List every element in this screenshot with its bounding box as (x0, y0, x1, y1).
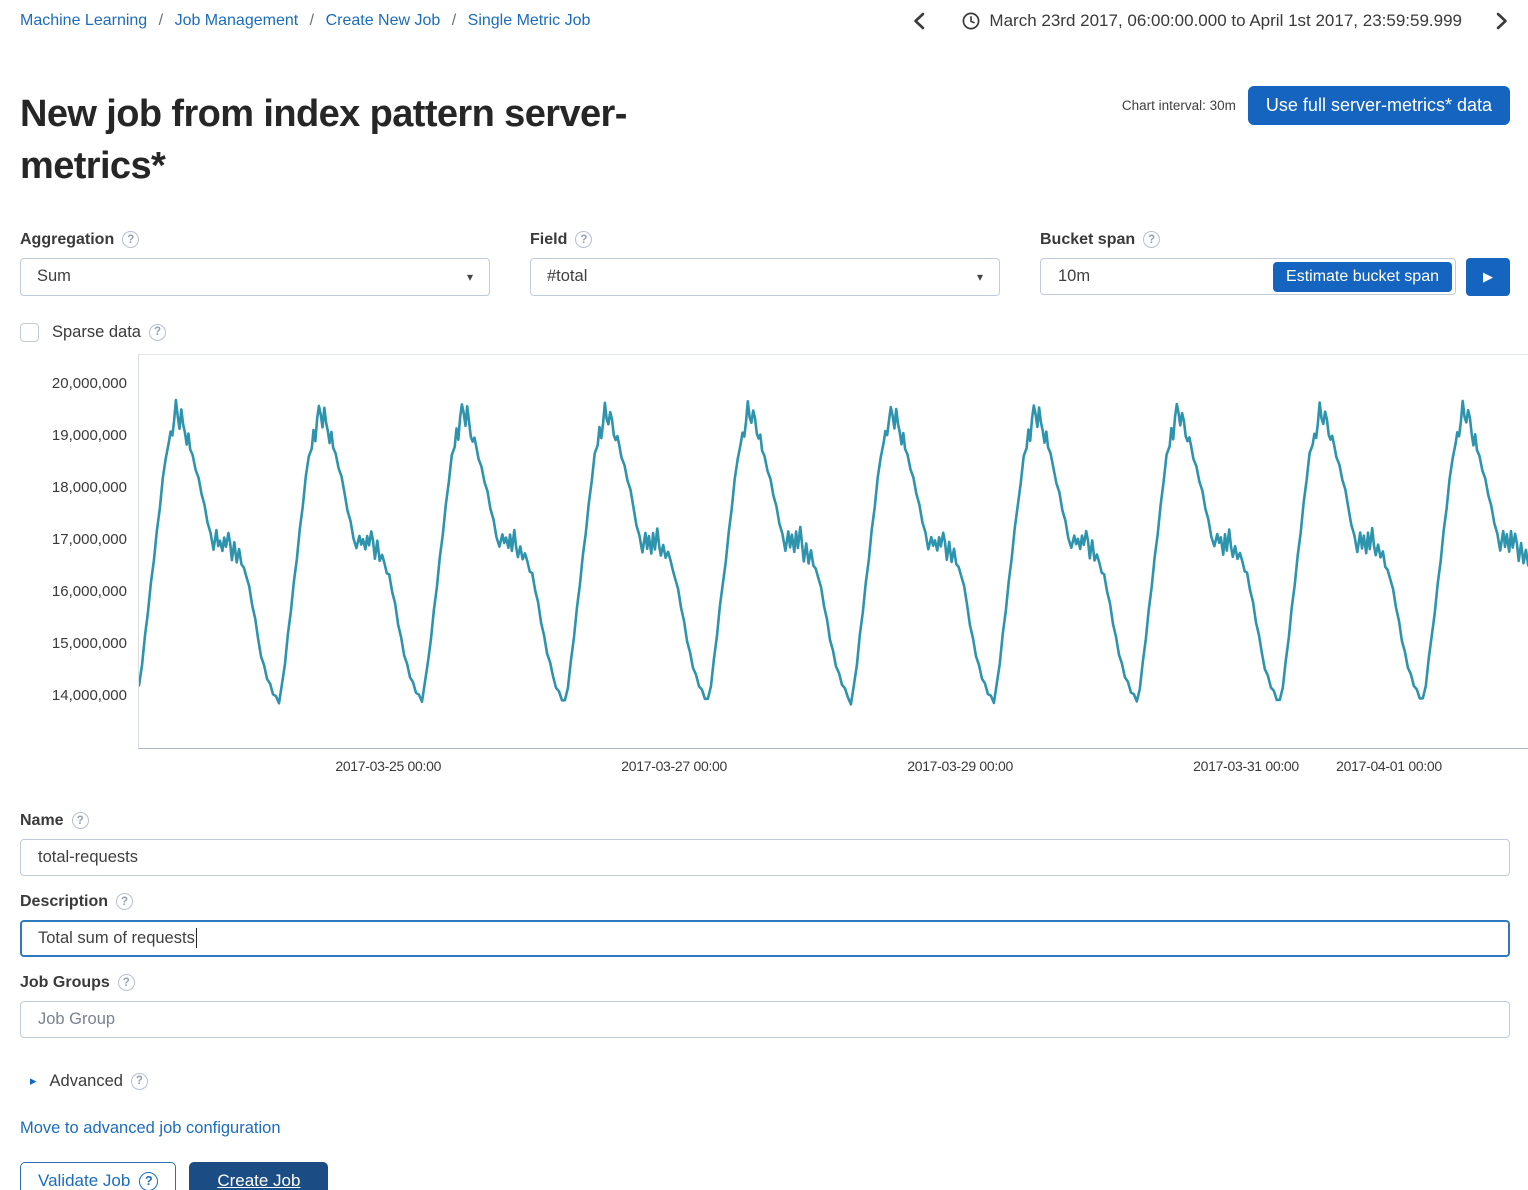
sparse-data-checkbox[interactable] (20, 322, 39, 342)
description-label: Description (20, 892, 109, 910)
breadcrumb-separator: / (309, 12, 315, 29)
advanced-label: Advanced (49, 1071, 123, 1090)
move-to-advanced-link[interactable]: Move to advanced job configuration (20, 1118, 281, 1137)
time-range-label: March 23rd 2017, 06:00:00.000 to April 1… (989, 11, 1462, 30)
validate-job-button[interactable]: Validate Job ? (20, 1161, 177, 1190)
help-icon[interactable]: ? (1143, 231, 1161, 249)
name-label: Name (20, 811, 64, 829)
page-title: New job from index pattern server-metric… (20, 93, 627, 188)
advanced-toggle[interactable]: ▸ Advanced ? (20, 1072, 1510, 1091)
chart-plot-area (138, 353, 1528, 749)
play-button[interactable]: ▶ (1466, 257, 1510, 296)
header: New job from index pattern server-metric… (20, 86, 1510, 193)
sparse-data-row: Sparse data ? (20, 322, 1510, 342)
time-range-picker: March 23rd 2017, 06:00:00.000 to April 1… (910, 11, 1510, 31)
text-caret (195, 928, 198, 949)
breadcrumb: Machine Learning / Job Management / Crea… (20, 12, 590, 30)
y-axis-tick-label: 18,000,000 (51, 478, 127, 496)
bucket-span-label: Bucket span (1040, 230, 1136, 248)
time-range-display[interactable]: March 23rd 2017, 06:00:00.000 to April 1… (962, 11, 1462, 31)
breadcrumb-job-management[interactable]: Job Management (174, 12, 299, 29)
job-config-row: Aggregation ? Sum ▾ Field ? #total ▾ Buc… (20, 231, 1510, 296)
chevron-left-icon[interactable] (910, 12, 926, 30)
clock-icon (962, 12, 980, 30)
aggregation-select[interactable]: Sum ▾ (20, 257, 490, 296)
help-icon[interactable]: ? (122, 231, 140, 249)
action-buttons: Validate Job ? Create Job (20, 1161, 1510, 1190)
aggregation-label: Aggregation (20, 230, 115, 248)
y-axis-tick-label: 15,000,000 (51, 634, 127, 652)
question-circle-icon: ? (139, 1171, 159, 1190)
description-field-group: Description ? Total sum of requests (20, 893, 1510, 957)
chevron-down-icon: ▾ (976, 269, 983, 284)
help-icon[interactable]: ? (116, 893, 134, 911)
breadcrumb-single-metric-job[interactable]: Single Metric Job (467, 12, 591, 29)
sparse-data-label: Sparse data (52, 322, 141, 341)
create-job-button[interactable]: Create Job (189, 1161, 329, 1190)
y-axis-tick-label: 17,000,000 (51, 530, 127, 548)
help-icon[interactable]: ? (130, 1072, 148, 1090)
x-axis-tick-label: 2017-04-01 00:00 (1336, 757, 1442, 774)
chart-interval-label: Chart interval: 30m (1121, 98, 1236, 113)
estimate-bucket-span-button[interactable]: Estimate bucket span (1273, 261, 1452, 292)
play-icon: ▶ (1483, 268, 1493, 284)
chevron-right-icon[interactable] (1494, 12, 1510, 30)
y-axis-tick-label: 14,000,000 (51, 686, 127, 704)
field-field-group: Field ? #total ▾ (530, 231, 1000, 296)
aggregation-value: Sum (37, 267, 71, 286)
header-actions: Chart interval: 30m Use full server-metr… (1122, 86, 1510, 125)
y-axis-labels: 20,000,000 19,000,000 18,000,000 17,000,000… (20, 354, 138, 749)
field-label: Field (530, 230, 568, 248)
y-axis-tick-label: 20,000,000 (51, 374, 127, 392)
breadcrumb-create-new-job[interactable]: Create New Job (325, 12, 441, 29)
field-value: #total (547, 267, 588, 286)
name-field-group: Name ? (20, 812, 1510, 876)
job-groups-field-group: Job Groups ? Job Group (20, 974, 1510, 1038)
top-bar: Machine Learning / Job Management / Crea… (20, 8, 1510, 34)
help-icon[interactable]: ? (71, 812, 89, 830)
x-axis-tick-label: 2017-03-25 00:00 (335, 757, 442, 774)
validate-job-label: Validate Job (38, 1171, 131, 1190)
chevron-right-small-icon: ▸ (30, 1073, 37, 1089)
job-groups-placeholder: Job Group (38, 1009, 116, 1028)
job-description-input[interactable]: Total sum of requests (20, 919, 1510, 957)
job-name-input[interactable] (20, 838, 1510, 876)
use-full-data-button[interactable]: Use full server-metrics* data (1247, 86, 1510, 125)
x-axis-tick-label: 2017-03-27 00:00 (621, 757, 728, 774)
y-axis-tick-label: 19,000,000 (51, 426, 127, 444)
metric-chart: 20,000,000 19,000,000 18,000,000 17,000,000… (20, 353, 1528, 782)
help-icon[interactable]: ? (575, 231, 593, 249)
help-icon[interactable]: ? (148, 323, 166, 341)
field-select[interactable]: #total ▾ (530, 257, 1000, 296)
aggregation-field-group: Aggregation ? Sum ▾ (20, 231, 490, 296)
bucket-span-field-group: Bucket span ? Estimate bucket span ▶ (1040, 231, 1510, 296)
job-groups-input[interactable]: Job Group (20, 1000, 1510, 1038)
create-job-label: Create Job (217, 1171, 301, 1190)
breadcrumb-separator: / (158, 12, 164, 29)
x-axis-tick-label: 2017-03-31 00:00 (1193, 757, 1299, 774)
metric-line-series (139, 398, 1528, 706)
job-groups-label: Job Groups (20, 973, 110, 991)
help-icon[interactable]: ? (117, 974, 135, 992)
breadcrumb-machine-learning[interactable]: Machine Learning (20, 12, 148, 29)
description-value: Total sum of requests (38, 928, 195, 947)
breadcrumb-separator: / (451, 12, 457, 29)
x-axis-tick-label: 2017-03-29 00:00 (907, 757, 1013, 774)
chevron-down-icon: ▾ (466, 269, 473, 284)
y-axis-tick-label: 16,000,000 (51, 582, 127, 600)
